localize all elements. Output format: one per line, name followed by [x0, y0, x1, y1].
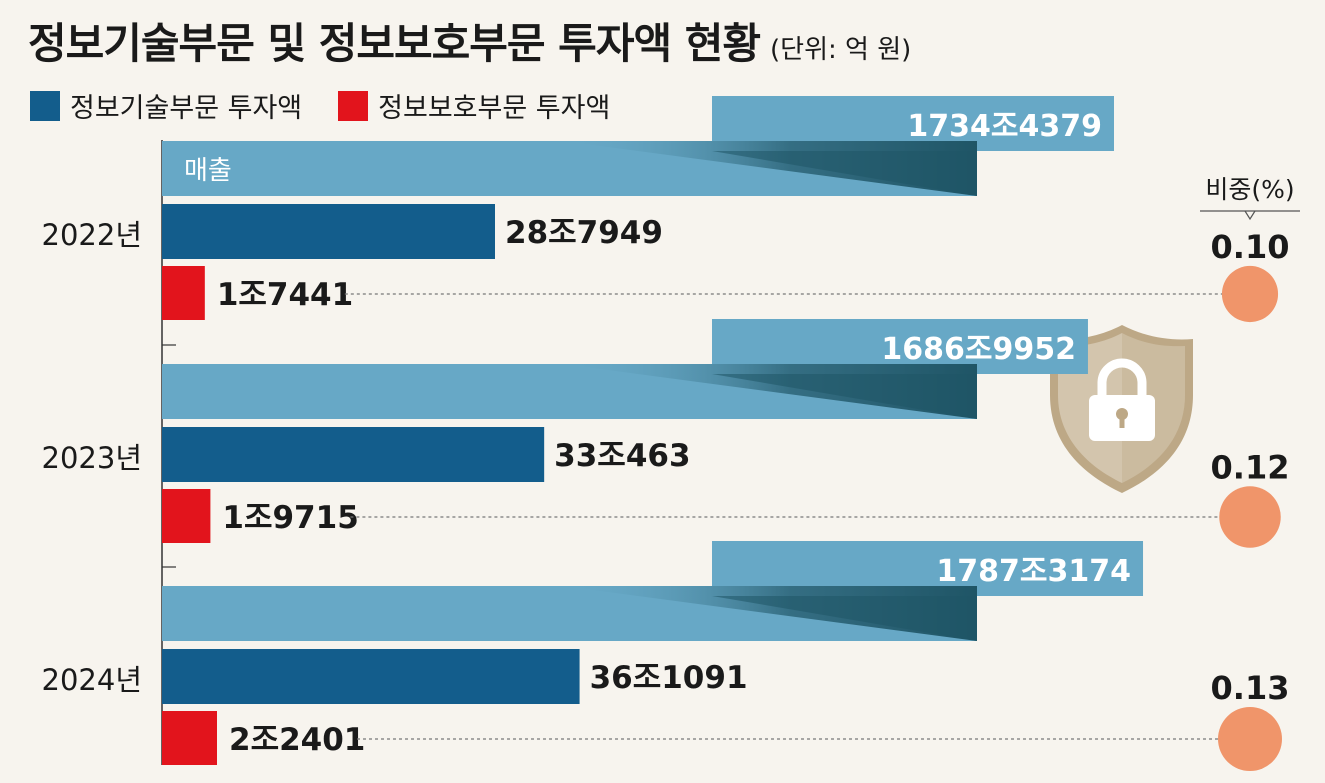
security-value-label: 1조7441 — [217, 277, 353, 313]
it-investment-bar — [162, 427, 545, 482]
lock-keyhole-slot — [1119, 414, 1125, 428]
ratio-circle — [1219, 486, 1281, 548]
chart-title: 정보기술부문 및 정보보호부문 투자액 현황 (단위: 억 원) — [28, 10, 911, 71]
legend-label-it: 정보기술부문 투자액 — [70, 93, 303, 124]
year-label: 2023년 — [42, 441, 142, 475]
unit-label: (단위: 억 원) — [770, 35, 912, 65]
revenue-series-label: 매출 — [184, 156, 232, 186]
security-investment-bar — [162, 489, 211, 543]
ratio-title: 비중(%) — [1205, 175, 1294, 204]
legend-swatch-it — [30, 90, 60, 121]
revenue-fold-dark — [712, 374, 977, 419]
security-value-label: 1조9715 — [222, 500, 358, 536]
security-investment-bar — [162, 711, 217, 765]
lock-shackle — [1097, 358, 1147, 397]
it-investment-bar — [162, 649, 580, 704]
security-investment-bar — [162, 266, 205, 320]
revenue-value-label: 1787조3174 — [936, 554, 1131, 589]
ratio-value-label: 0.13 — [1211, 669, 1290, 707]
it-investment-bar — [162, 204, 495, 259]
revenue-fold-dark — [712, 596, 977, 641]
revenue-value-label: 1686조9952 — [881, 332, 1076, 367]
it-value-label: 36조1091 — [590, 660, 748, 696]
title-text: 정보기술부문 및 정보보호부문 투자액 현황 — [28, 19, 761, 68]
legend-swatch-security — [338, 90, 369, 121]
revenue-fold-dark — [712, 151, 977, 196]
year-label: 2024년 — [42, 663, 142, 697]
legend-item-security: 정보보호부문 투자액 — [338, 86, 610, 125]
year-label: 2022년 — [42, 218, 142, 252]
ratio-value-label: 0.12 — [1211, 448, 1290, 486]
revenue-value-label: 1734조4379 — [907, 109, 1102, 144]
ratio-title-caret — [1244, 210, 1256, 221]
ratio-circle — [1218, 707, 1282, 771]
it-value-label: 28조7949 — [505, 215, 663, 251]
ratio-circle — [1221, 265, 1279, 323]
legend-label-security: 정보보호부문 투자액 — [378, 93, 611, 124]
legend-item-it: 정보기술부문 투자액 — [30, 86, 302, 125]
legend: 정보기술부문 투자액 정보보호부문 투자액 — [30, 86, 646, 125]
security-value-label: 2조2401 — [229, 722, 365, 758]
ratio-value-label: 0.10 — [1211, 228, 1290, 266]
it-value-label: 33조463 — [554, 438, 690, 474]
